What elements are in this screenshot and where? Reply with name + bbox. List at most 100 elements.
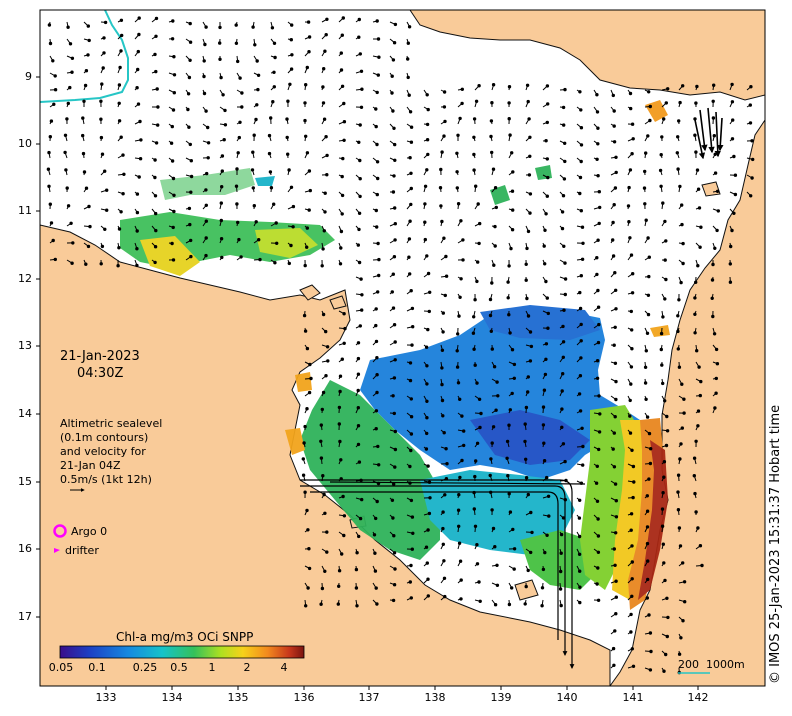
velocity-arrow-head [579, 322, 583, 327]
colorbar-title: Chl-a mg/m3 OCi SNPP [116, 630, 254, 644]
velocity-arrow-head [489, 119, 494, 123]
velocity-arrow-head [374, 124, 378, 129]
x-tick-134: 134 [161, 691, 183, 704]
velocity-arrow-head [305, 65, 309, 70]
velocity-arrow-head [542, 244, 546, 248]
velocity-arrow-head [172, 91, 177, 95]
velocity-arrow-head [732, 154, 736, 159]
velocity-arrow-head [257, 238, 261, 242]
velocity-arrow-head [455, 186, 459, 190]
velocity-arrow-head [613, 563, 617, 567]
velocity-arrow-head [612, 203, 616, 207]
x-tick-138: 138 [424, 691, 446, 704]
velocity-arrow-head [321, 390, 326, 395]
velocity-arrow-head [545, 84, 550, 88]
velocity-arrow-head [270, 26, 275, 30]
velocity-arrow-head [273, 261, 277, 265]
velocity-arrow-head [84, 186, 89, 190]
velocity-arrow-head [661, 381, 665, 386]
velocity-arrow-head [541, 423, 546, 427]
velocity-arrow-head [731, 118, 735, 122]
velocity-arrow-head [716, 209, 720, 213]
velocity-arrow-head [488, 473, 492, 478]
velocity-arrow-head [526, 492, 530, 497]
velocity-arrow-head [360, 293, 364, 297]
velocity-arrow-head [663, 297, 667, 301]
velocity-arrow-head [510, 586, 514, 590]
velocity-arrow-head [545, 120, 549, 125]
velocity-arrow-head [748, 121, 753, 125]
velocity-arrow-head [630, 347, 634, 351]
velocity-arrow-head [408, 464, 412, 469]
land-island-b [329, 295, 347, 310]
velocity-arrow-head [393, 222, 397, 226]
velocity-arrow-head [87, 38, 91, 43]
velocity-arrow-head [512, 547, 517, 551]
velocity-arrow-head [545, 157, 549, 161]
velocity-arrow-head [355, 551, 359, 555]
velocity-arrow-head [455, 170, 459, 174]
velocity-arrow-head [460, 101, 464, 106]
velocity-arrow-head [407, 25, 412, 29]
velocity-arrow-head [681, 619, 685, 623]
velocity-arrow-head [612, 343, 616, 347]
velocity-arrow-head [100, 82, 104, 86]
velocity-arrow-head [527, 117, 531, 121]
velocity-arrow-head [681, 561, 685, 565]
velocity-arrow-head [696, 409, 701, 413]
velocity-arrow-head [338, 389, 342, 394]
velocity-arrow-head [239, 255, 243, 259]
velocity-arrow-head [392, 174, 396, 178]
velocity-arrow-head [694, 101, 698, 105]
velocity-arrow-head [357, 534, 361, 539]
velocity-arrow-head [423, 184, 428, 189]
velocity-arrow-head [425, 93, 429, 97]
velocity-arrow-head [305, 508, 309, 513]
velocity-arrow-head [544, 279, 548, 284]
velocity-arrow-head [598, 205, 602, 210]
velocity-arrow-head [392, 583, 397, 587]
velocity-arrow-head [289, 38, 293, 42]
velocity-arrow-head [649, 649, 653, 654]
velocity-arrow-head [596, 517, 600, 521]
velocity-arrow-head [86, 24, 91, 28]
argo-marker [53, 524, 67, 538]
velocity-arrow-head [342, 312, 346, 316]
velocity-arrow-head [679, 280, 683, 285]
velocity-arrow-head [698, 245, 702, 249]
velocity-arrow-head [303, 118, 307, 123]
velocity-arrow-head [676, 135, 680, 139]
velocity-arrow-head [375, 373, 379, 377]
velocity-arrow-head [53, 88, 58, 92]
velocity-arrow-head [676, 473, 681, 477]
velocity-arrow-head [84, 262, 88, 266]
velocity-arrow-head [391, 190, 396, 194]
x-tick-140: 140 [556, 691, 578, 704]
velocity-arrow-head [455, 365, 460, 369]
velocity-arrow-head [713, 246, 717, 251]
velocity-arrow-head [375, 160, 380, 164]
velocity-arrow-head [52, 102, 56, 107]
velocity-arrow-head [473, 474, 477, 479]
velocity-arrow-head [390, 498, 395, 502]
velocity-arrow-head [339, 51, 343, 55]
velocity-arrow-head [342, 101, 346, 106]
velocity-arrow-head [526, 568, 530, 573]
velocity-arrow-head [342, 120, 347, 124]
velocity-arrow-head [511, 170, 515, 174]
velocity-arrow-head [377, 463, 381, 467]
velocity-arrow-head [527, 173, 532, 177]
velocity-arrow-head [51, 59, 55, 63]
velocity-arrow-head [218, 41, 222, 45]
velocity-arrow-head [156, 123, 160, 127]
velocity-arrow-head [528, 135, 532, 140]
velocity-arrow-head [730, 100, 735, 104]
velocity-arrow-head [423, 220, 427, 224]
velocity-arrow-head [663, 578, 667, 583]
velocity-arrow-head [251, 25, 255, 29]
velocity-arrow-head [392, 411, 396, 416]
velocity-arrow-head [289, 185, 294, 190]
velocity-arrow-head [561, 105, 566, 110]
velocity-arrow-head [578, 175, 583, 180]
velocity-arrow-head [614, 531, 618, 535]
